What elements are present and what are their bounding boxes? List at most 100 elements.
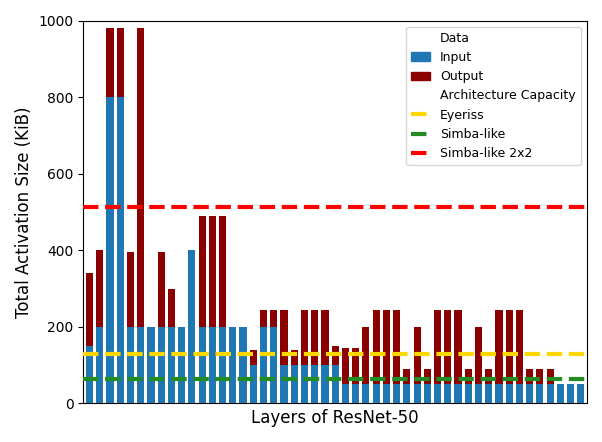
Bar bbox=[117, 28, 124, 404]
Bar bbox=[424, 384, 431, 404]
Bar bbox=[547, 384, 554, 404]
Bar bbox=[526, 369, 533, 404]
Bar bbox=[332, 346, 339, 404]
Bar bbox=[199, 327, 206, 404]
Bar bbox=[516, 384, 523, 404]
Bar bbox=[383, 310, 390, 404]
Bar bbox=[342, 384, 349, 404]
Bar bbox=[495, 384, 503, 404]
Bar bbox=[321, 310, 329, 404]
Bar bbox=[178, 365, 185, 404]
Bar bbox=[547, 369, 554, 404]
Bar bbox=[465, 384, 472, 404]
Bar bbox=[495, 310, 503, 404]
Bar bbox=[281, 365, 288, 404]
Bar bbox=[229, 327, 237, 404]
Bar bbox=[301, 310, 308, 404]
Bar bbox=[127, 252, 134, 404]
Bar bbox=[577, 384, 585, 404]
Bar bbox=[240, 327, 247, 404]
Bar bbox=[352, 348, 359, 404]
Bar bbox=[281, 310, 288, 404]
Bar bbox=[455, 384, 462, 404]
Bar bbox=[219, 216, 226, 404]
Bar bbox=[117, 97, 124, 404]
Bar bbox=[158, 252, 165, 404]
Bar bbox=[107, 28, 114, 404]
Bar bbox=[475, 384, 482, 404]
Bar bbox=[362, 327, 370, 404]
Bar bbox=[147, 327, 155, 404]
Bar bbox=[250, 365, 257, 404]
X-axis label: Layers of ResNet-50: Layers of ResNet-50 bbox=[252, 409, 419, 427]
Bar bbox=[383, 384, 390, 404]
Bar bbox=[240, 327, 247, 404]
Bar bbox=[127, 327, 134, 404]
Bar bbox=[291, 350, 298, 404]
Bar bbox=[393, 384, 400, 404]
Bar bbox=[403, 369, 411, 404]
Bar bbox=[557, 384, 564, 404]
Bar bbox=[444, 384, 452, 404]
Bar bbox=[168, 327, 175, 404]
Bar bbox=[178, 327, 185, 404]
Y-axis label: Total Activation Size (KiB): Total Activation Size (KiB) bbox=[15, 106, 33, 318]
Bar bbox=[229, 327, 237, 404]
Bar bbox=[219, 327, 226, 404]
Bar bbox=[260, 310, 267, 404]
Bar bbox=[321, 365, 329, 404]
Bar bbox=[291, 365, 298, 404]
Bar bbox=[352, 384, 359, 404]
Bar bbox=[107, 97, 114, 404]
Bar bbox=[577, 384, 585, 404]
Bar bbox=[209, 216, 216, 404]
Legend: Data, Input, Output, Architecture Capacity, Eyeriss, Simba-like, Simba-like 2x2: Data, Input, Output, Architecture Capaci… bbox=[406, 27, 581, 165]
Bar bbox=[362, 384, 370, 404]
Bar bbox=[137, 28, 144, 404]
Bar bbox=[434, 310, 441, 404]
Bar bbox=[270, 310, 278, 404]
Bar bbox=[526, 384, 533, 404]
Bar bbox=[485, 369, 492, 404]
Bar bbox=[567, 384, 574, 404]
Bar bbox=[168, 289, 175, 404]
Bar bbox=[506, 384, 513, 404]
Bar bbox=[147, 327, 155, 404]
Bar bbox=[403, 384, 411, 404]
Bar bbox=[199, 216, 206, 404]
Bar bbox=[414, 327, 421, 404]
Bar bbox=[260, 327, 267, 404]
Bar bbox=[455, 310, 462, 404]
Bar bbox=[86, 273, 93, 404]
Bar bbox=[424, 369, 431, 404]
Bar bbox=[96, 327, 104, 404]
Bar bbox=[188, 250, 196, 404]
Bar bbox=[444, 310, 452, 404]
Bar bbox=[393, 310, 400, 404]
Bar bbox=[485, 384, 492, 404]
Bar bbox=[86, 346, 93, 404]
Bar bbox=[137, 327, 144, 404]
Bar bbox=[414, 384, 421, 404]
Bar bbox=[311, 365, 318, 404]
Bar bbox=[158, 327, 165, 404]
Bar bbox=[270, 327, 278, 404]
Bar bbox=[301, 365, 308, 404]
Bar bbox=[209, 327, 216, 404]
Bar bbox=[332, 365, 339, 404]
Bar bbox=[536, 384, 544, 404]
Bar bbox=[250, 350, 257, 404]
Bar bbox=[567, 384, 574, 404]
Bar bbox=[373, 384, 380, 404]
Bar bbox=[188, 290, 196, 404]
Bar bbox=[434, 384, 441, 404]
Bar bbox=[311, 310, 318, 404]
Bar bbox=[516, 310, 523, 404]
Bar bbox=[342, 348, 349, 404]
Bar bbox=[557, 384, 564, 404]
Bar bbox=[465, 369, 472, 404]
Bar bbox=[373, 310, 380, 404]
Bar bbox=[536, 369, 544, 404]
Bar bbox=[506, 310, 513, 404]
Bar bbox=[475, 327, 482, 404]
